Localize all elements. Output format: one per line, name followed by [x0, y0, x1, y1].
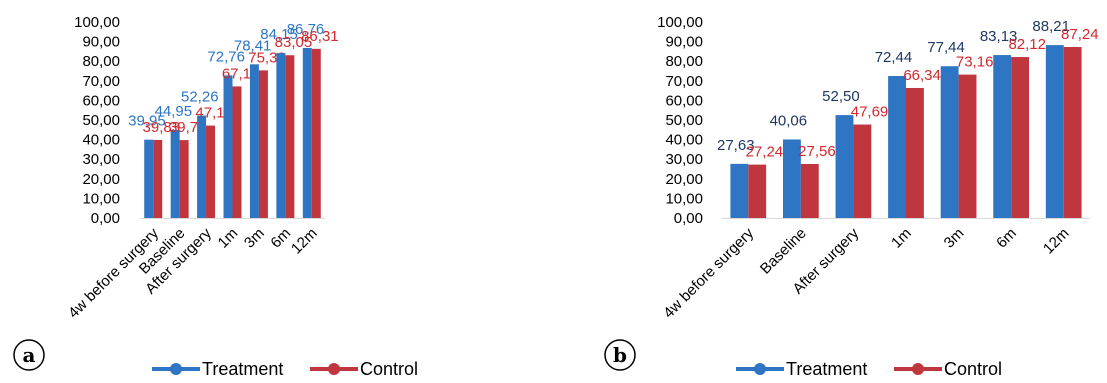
treatment-value-label: 88,21 [1032, 18, 1070, 35]
legend-label: Control [944, 359, 1002, 379]
y-tick-label: 70,00 [665, 73, 703, 90]
x-category-label: Baseline [757, 225, 810, 278]
x-category-label: 6m [993, 225, 1020, 252]
control-bar [153, 139, 163, 218]
control-bar [906, 87, 924, 218]
legend-marker [912, 363, 924, 375]
control-value-label: 27,24 [746, 144, 784, 161]
y-tick-label: 50,00 [82, 112, 120, 129]
control-bar [206, 125, 216, 218]
y-tick-label: 10,00 [665, 190, 703, 207]
x-category-label: 12m [1040, 225, 1073, 258]
y-tick-label: 40,00 [82, 132, 120, 149]
panel-letter: b [613, 343, 627, 367]
control-bar [800, 163, 819, 218]
control-value-label: 47,69 [851, 104, 889, 121]
chart-b: 0,00 10,00 20,00 30,00 40,00 50,00 60,00 70,00 8… [604, 14, 1099, 379]
legend-label: Treatment [786, 359, 867, 379]
y-tick-label: 20,00 [665, 171, 703, 188]
control-bar [748, 164, 767, 218]
treatment-bar [888, 76, 906, 218]
legend-label: Treatment [202, 359, 283, 379]
y-tick-label: 90,00 [82, 34, 120, 51]
control-bar [232, 86, 242, 219]
treatment-value-label: 78,41 [234, 37, 272, 54]
y-tick-label: 0,00 [91, 210, 120, 227]
y-tick-label: 90,00 [665, 34, 703, 51]
legend-marker [328, 363, 340, 375]
legend-marker [170, 363, 182, 375]
treatment-bar [940, 66, 959, 219]
treatment-value-label: 52,26 [181, 89, 219, 106]
y-tick-label: 80,00 [82, 53, 120, 70]
control-value-label: 86,31 [301, 28, 339, 45]
y-tick-label: 100,00 [657, 14, 703, 31]
x-category-label: 1m [888, 225, 915, 252]
treatment-value-label: 39,95 [128, 113, 166, 130]
control-bar [1063, 47, 1082, 219]
control-value-label: 73,16 [956, 54, 994, 71]
treatment-bar [276, 53, 286, 218]
legend-marker [754, 363, 766, 375]
y-tick-label: 0,00 [674, 210, 703, 227]
control-bar [258, 70, 268, 218]
panel-letter-circle [13, 339, 45, 371]
treatment-value-label: 72,76 [207, 48, 245, 65]
treatment-bar [223, 75, 233, 218]
treatment-value-label: 84,15 [260, 26, 298, 43]
y-tick-label: 100,00 [74, 14, 120, 31]
treatment-bar [302, 47, 312, 218]
legend-label: Control [360, 359, 418, 379]
treatment-bar [249, 64, 259, 218]
chart-a: 0,00 10,00 20,00 30,00 40,00 50,00 60,00 70,00 8… [13, 14, 418, 379]
control-bar [853, 124, 872, 218]
y-tick-label: 60,00 [665, 92, 703, 109]
y-tick-label: 70,00 [82, 73, 120, 90]
y-tick-label: 80,00 [665, 53, 703, 70]
treatment-value-label: 83,13 [980, 28, 1018, 45]
treatment-bar [993, 55, 1012, 218]
treatment-bar [1045, 45, 1064, 218]
x-category-label: 1m [215, 225, 242, 252]
treatment-bar [170, 129, 180, 218]
y-tick-label: 20,00 [82, 171, 120, 188]
y-tick-label: 40,00 [665, 132, 703, 149]
y-tick-label: 10,00 [82, 190, 120, 207]
treatment-bar [835, 115, 854, 218]
control-bar [179, 140, 189, 218]
y-tick-label: 60,00 [82, 92, 120, 109]
treatment-value-label: 40,06 [770, 112, 808, 129]
x-category-label: 12m [288, 225, 321, 258]
control-bar [285, 55, 295, 218]
control-bar [1011, 57, 1030, 218]
control-value-label: 83,05 [275, 34, 313, 51]
treatment-bar [144, 139, 154, 218]
treatment-value-label: 72,44 [875, 49, 913, 66]
x-category-label: 4w before surgery [660, 224, 757, 321]
treatment-value-label: 77,44 [927, 39, 965, 56]
control-bar [311, 48, 321, 219]
control-value-label: 27,56 [798, 143, 836, 160]
control-value-label: 82,12 [1008, 36, 1046, 53]
treatment-bar [197, 115, 207, 218]
treatment-value-label: 52,50 [822, 88, 860, 105]
treatment-value-label: 86,76 [287, 21, 325, 38]
x-category-label: 3m [941, 225, 968, 252]
y-tick-label: 30,00 [82, 151, 120, 168]
y-tick-label: 50,00 [665, 112, 703, 129]
treatment-value-label: 44,95 [155, 103, 193, 120]
treatment-bar [730, 163, 749, 218]
control-value-label: 66,34 [903, 67, 941, 84]
panel-letter: a [23, 343, 36, 367]
control-bar [958, 74, 977, 218]
panel-letter-circle [604, 339, 636, 371]
x-category-label: 3m [241, 225, 268, 252]
treatment-bar [782, 139, 801, 218]
control-value-label: 87,24 [1061, 26, 1099, 43]
treatment-value-label: 27,63 [717, 137, 755, 154]
y-tick-label: 30,00 [665, 151, 703, 168]
